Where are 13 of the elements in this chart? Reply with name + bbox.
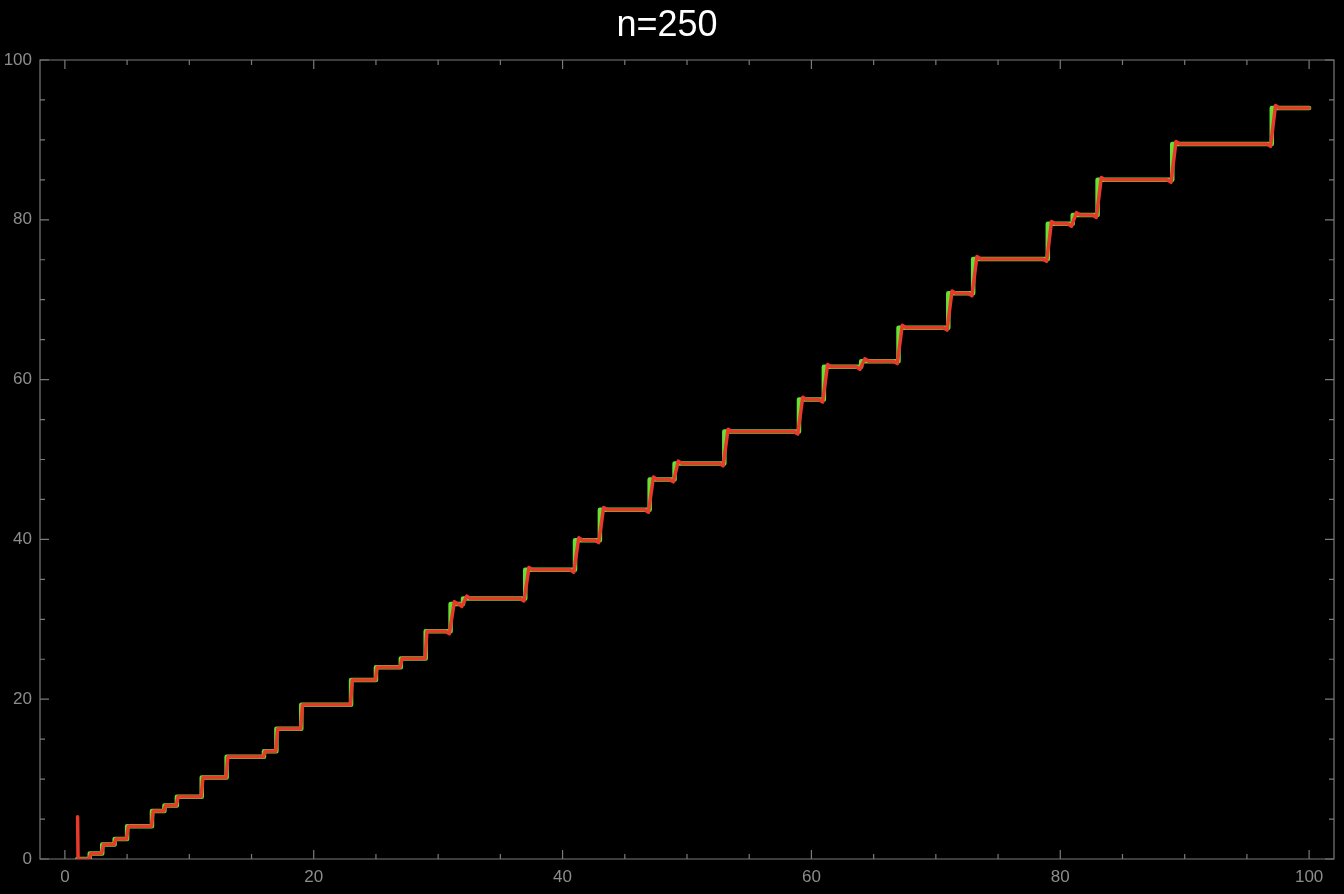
- x-tick-label: 0: [60, 866, 70, 886]
- y-tick-label: 100: [3, 49, 32, 69]
- chart-title: n=250: [616, 2, 718, 44]
- y-tick-label: 0: [22, 848, 32, 868]
- y-tick-label: 20: [13, 688, 32, 708]
- x-tick-label: 80: [1050, 866, 1070, 886]
- y-tick-label: 60: [13, 369, 32, 389]
- x-tick-label: 40: [553, 866, 573, 886]
- x-tick-label: 60: [801, 866, 821, 886]
- x-tick-label: 20: [304, 866, 324, 886]
- y-tick-label: 80: [13, 209, 32, 229]
- x-tick-label: 100: [1294, 866, 1324, 886]
- y-tick-label: 40: [13, 529, 32, 549]
